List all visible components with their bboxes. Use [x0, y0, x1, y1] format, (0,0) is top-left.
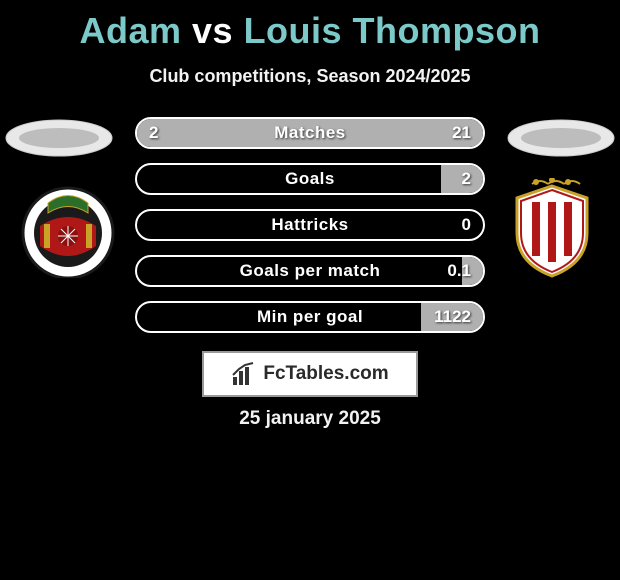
- bar-chart-icon: [231, 361, 257, 387]
- stat-row: Goals2: [0, 163, 620, 209]
- stat-rows: Matches221Goals2Hattricks0Goals per matc…: [0, 117, 620, 347]
- stat-value-right: 2: [462, 165, 471, 193]
- stat-value-left: 2: [149, 119, 158, 147]
- stat-bar: Hattricks0: [135, 209, 485, 241]
- stat-value-right: 21: [452, 119, 471, 147]
- page-title: Adam vs Louis Thompson: [0, 0, 620, 52]
- stat-row: Min per goal1122: [0, 301, 620, 347]
- stat-bar: Goals2: [135, 163, 485, 195]
- stat-label: Matches: [137, 119, 483, 147]
- subtitle: Club competitions, Season 2024/2025: [0, 66, 620, 87]
- stat-value-right: 1122: [434, 303, 471, 331]
- stat-label: Hattricks: [137, 211, 483, 239]
- stat-value-right: 0: [462, 211, 471, 239]
- player1-name: Adam: [79, 10, 181, 51]
- stat-bar: Min per goal1122: [135, 301, 485, 333]
- stat-label: Goals per match: [137, 257, 483, 285]
- stat-label: Min per goal: [137, 303, 483, 331]
- stat-label: Goals: [137, 165, 483, 193]
- logo-text: FcTables.com: [263, 363, 388, 385]
- stat-row: Hattricks0: [0, 209, 620, 255]
- stat-row: Matches2 21: [0, 117, 620, 163]
- vs-text: vs: [192, 10, 233, 51]
- comparison-infographic: Adam vs Louis Thompson Club competitions…: [0, 0, 620, 580]
- stat-bar: Goals per match0.1: [135, 255, 485, 287]
- stat-value-right: 0.1: [447, 257, 471, 285]
- player2-name: Louis Thompson: [244, 10, 541, 51]
- fctables-logo: FcTables.com: [202, 351, 418, 397]
- stat-bar: Matches2 21: [135, 117, 485, 149]
- stat-row: Goals per match0.1: [0, 255, 620, 301]
- date-text: 25 january 2025: [0, 408, 620, 430]
